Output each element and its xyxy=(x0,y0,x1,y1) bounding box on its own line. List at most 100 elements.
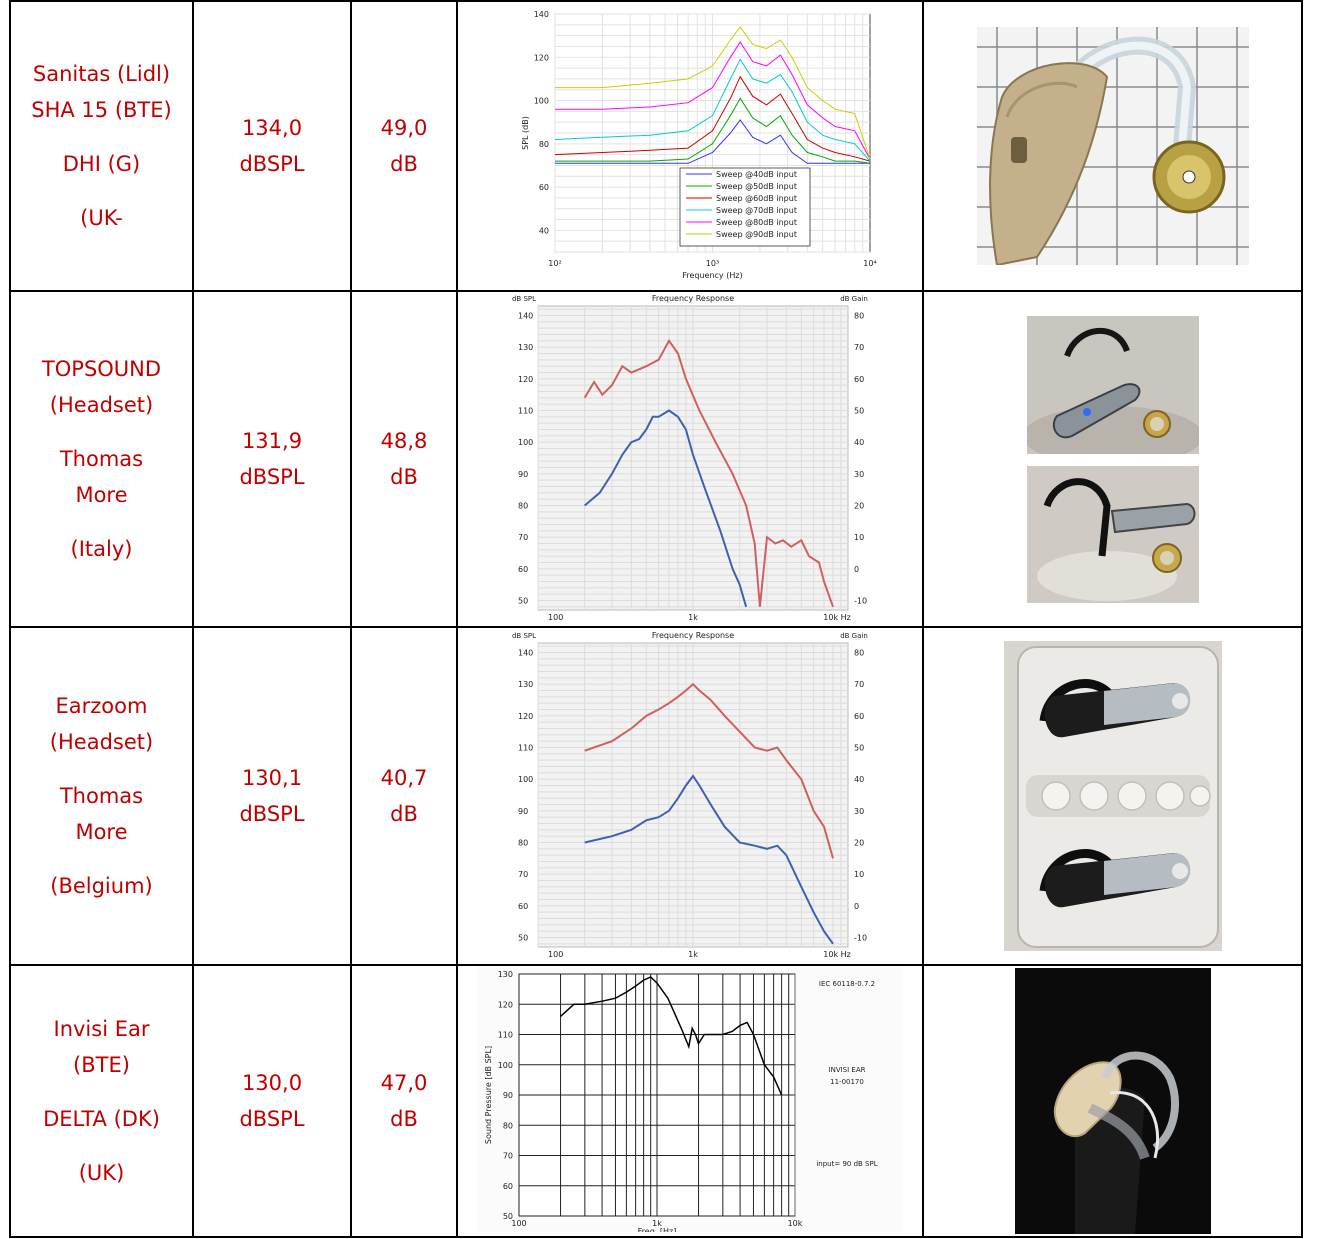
x-tick-label: 10k Hz xyxy=(823,613,851,622)
device-country: (UK- xyxy=(80,206,123,230)
device-type: (Headset) xyxy=(49,730,154,754)
output-value: 131,9 xyxy=(241,429,303,453)
y-tick-label-right: 60 xyxy=(854,712,864,721)
device-country: (Italy) xyxy=(70,537,133,561)
y-tick-label: 40 xyxy=(539,226,549,235)
series-line xyxy=(584,774,834,945)
table-row: Invisi Ear (BTE) DELTA (DK) (UK) 130,0 dB… xyxy=(9,964,1303,1238)
series-line xyxy=(555,26,871,160)
photo-cell xyxy=(922,0,1303,292)
headset-photo-top xyxy=(1026,315,1199,454)
grid xyxy=(537,643,842,947)
y-tick-label-right: 80 xyxy=(854,649,864,658)
device-type: SHA 15 (BTE) xyxy=(31,98,172,122)
grid xyxy=(519,973,795,1217)
device-name: Invisi Ear xyxy=(53,1017,150,1041)
legend-label: Sweep @60dB input xyxy=(716,194,797,203)
y-tick-label: 70 xyxy=(503,1152,513,1161)
device-name: Sanitas (Lidl) xyxy=(32,62,171,86)
chart-annotation: INVISI EAR xyxy=(829,1066,866,1074)
y-tick-label: 60 xyxy=(503,1182,513,1191)
y-tick-label-left: 100 xyxy=(518,775,533,784)
frequency-response-chart: dB SPL Frequency Response dB Gain 50 60 70 80 9… xyxy=(512,631,868,959)
y-tick-label-left: 90 xyxy=(518,470,528,479)
table-row: Sanitas (Lidl) SHA 15 (BTE) DHI (G) (UK-… xyxy=(9,0,1303,292)
y-axis-label-right: dB Gain xyxy=(840,295,868,303)
y-tick-label-right: 0 xyxy=(854,902,859,911)
y-tick-label-right: 70 xyxy=(854,680,864,689)
y-tick-label-left: 70 xyxy=(518,533,528,542)
y-tick-label: 100 xyxy=(498,1061,513,1070)
series-line xyxy=(555,41,871,160)
gain-value: 47,0 xyxy=(380,1071,428,1095)
grid xyxy=(538,645,848,945)
device-cell: Sanitas (Lidl) SHA 15 (BTE) DHI (G) (UK- xyxy=(9,0,194,292)
y-tick-label-left: 90 xyxy=(518,807,528,816)
x-tick-label: 10² xyxy=(548,259,561,268)
gain-unit: dB xyxy=(390,802,418,826)
chart-annotation: input= 90 dB SPL xyxy=(816,1160,877,1168)
x-tick-label: 10⁴ xyxy=(863,259,876,268)
legend-box xyxy=(679,167,811,247)
frequency-response-chart: 40 60 80 100 120 140 10² 10³ 10⁴ Frequency (Hz) SP… xyxy=(521,10,877,280)
y-tick-label: 120 xyxy=(498,1000,513,1009)
y-tick-label-right: 30 xyxy=(854,470,864,479)
x-tick-label: 10³ xyxy=(706,259,719,268)
y-tick-label-left: 50 xyxy=(518,597,528,606)
gain-cell: 48,8 dB xyxy=(350,290,458,628)
x-axis-label: Frequency (Hz) xyxy=(682,271,742,280)
output-value: 130,0 xyxy=(241,1071,303,1095)
device-type: (Headset) xyxy=(49,393,154,417)
series-line xyxy=(555,119,870,164)
chart-cell: 40 60 80 100 120 140 10² 10³ 10⁴ Frequency (Hz) SP… xyxy=(456,0,924,292)
gain-unit: dB xyxy=(390,152,418,176)
chart-annotation: 11-00170 xyxy=(830,1078,864,1086)
device-country: (Belgium) xyxy=(50,874,153,898)
x-tick-label: 100 xyxy=(511,1219,526,1228)
y-tick-label-left: 80 xyxy=(518,839,528,848)
y-tick-label: 90 xyxy=(503,1091,513,1100)
y-axis-label: SPL (dB) xyxy=(521,116,530,150)
y-tick-label-right: 80 xyxy=(854,312,864,321)
photo-cell xyxy=(922,964,1303,1238)
device-type: (BTE) xyxy=(73,1053,130,1077)
y-tick-label-right: 60 xyxy=(854,375,864,384)
x-tick-label: 1k xyxy=(652,1219,662,1228)
device-lab: DHI (G) xyxy=(62,152,141,176)
y-tick-label-right: 20 xyxy=(854,839,864,848)
output-cell: 131,9 dBSPL xyxy=(192,290,352,628)
chart-title: Frequency Response xyxy=(652,631,734,640)
x-tick-label: 10k xyxy=(788,1219,803,1228)
legend: Sweep @40dB input Sweep @50dB input Sweep … xyxy=(679,167,811,247)
y-tick-label-right: -10 xyxy=(854,934,867,943)
y-tick-label-left: 50 xyxy=(518,934,528,943)
gain-value: 49,0 xyxy=(380,116,428,140)
device-lab: Thomas xyxy=(59,784,144,808)
y-tick-label-right: -10 xyxy=(854,597,867,606)
device-name: Earzoom xyxy=(55,694,148,718)
gain-value: 48,8 xyxy=(380,429,428,453)
photo-cell xyxy=(922,290,1303,628)
chart-cell: dB SPL Frequency Response dB Gain 50 60 70 80 9… xyxy=(456,626,924,966)
x-tick-label: 100 xyxy=(548,613,563,622)
y-tick-label-right: 70 xyxy=(854,343,864,352)
legend-label: Sweep @90dB input xyxy=(716,230,797,239)
y-tick-label-right: 10 xyxy=(854,533,864,542)
y-tick-label-left: 60 xyxy=(518,902,528,911)
chart-cell: dB SPL Frequency Response dB Gain 50 60 70 80 9… xyxy=(456,290,924,628)
y-tick-label-left: 140 xyxy=(518,312,533,321)
table-row: TOPSOUND (Headset) Thomas More (Italy) 1… xyxy=(9,290,1303,628)
output-cell: 134,0 dBSPL xyxy=(192,0,352,292)
x-tick-label: 100 xyxy=(548,950,563,959)
device-cell: TOPSOUND (Headset) Thomas More (Italy) xyxy=(9,290,194,628)
gain-cell: 47,0 dB xyxy=(350,964,458,1238)
y-tick-label-right: 40 xyxy=(854,775,864,784)
device-lab-2: More xyxy=(75,820,128,844)
y-axis-label-left: dB SPL xyxy=(512,632,536,640)
y-tick-label-right: 20 xyxy=(854,502,864,511)
gain-unit: dB xyxy=(390,465,418,489)
legend-label: Sweep @80dB input xyxy=(716,218,797,227)
y-tick-label-left: 120 xyxy=(518,375,533,384)
series-line xyxy=(584,682,834,859)
grid xyxy=(538,308,848,608)
